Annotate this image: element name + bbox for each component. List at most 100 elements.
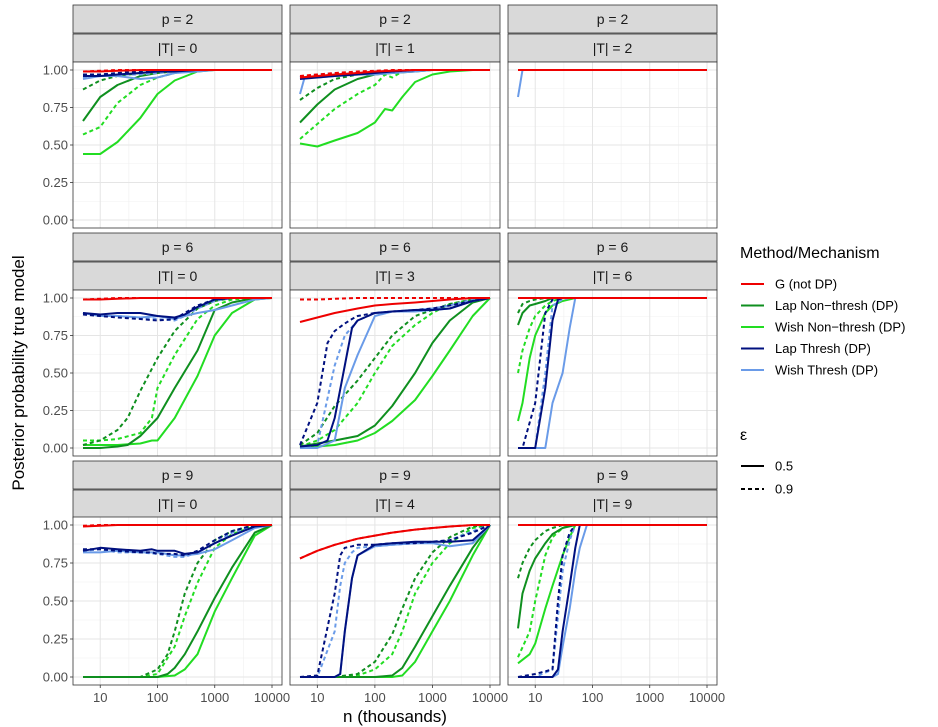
strip-p <box>72 232 283 262</box>
strip-t <box>507 489 718 519</box>
series-line-LapNT-e05 <box>299 297 491 448</box>
y-tick-label: 0.50 <box>43 594 68 609</box>
facet-panel: p = 2 |T| = 2 <box>507 4 718 229</box>
panel-border <box>289 61 501 229</box>
series-line-LapT-e09 <box>299 524 491 678</box>
x-tick-label: 100 <box>147 690 169 705</box>
y-tick-label: 0.50 <box>43 138 68 153</box>
strip-p <box>72 460 283 490</box>
series-line-LapNT-e09 <box>517 524 707 579</box>
facet-panel: p = 2 |T| = 0 0.00 0.25 0.50 0.75 1.00 <box>43 4 283 229</box>
x-tick-label: 1000 <box>635 690 664 705</box>
x-tick-label: 100 <box>364 690 386 705</box>
series-line-WishNT-e09 <box>83 297 272 442</box>
strip-t-label: |T| = 0 <box>158 268 198 284</box>
legend-label: Lap Non−thresh (DP) <box>775 298 898 313</box>
series-line-LapT-e09 <box>83 524 272 557</box>
series-line-G-e05 <box>83 297 272 301</box>
facet-panel: p = 6 |T| = 0 0.00 0.25 0.50 0.75 1.00 <box>43 232 283 457</box>
strip-p <box>289 4 501 34</box>
strip-p-label: p = 2 <box>597 11 629 27</box>
strip-p <box>289 460 501 490</box>
y-tick-label: 0.00 <box>43 213 68 228</box>
series-line-WishT-e05 <box>82 297 273 320</box>
y-tick-label: 1.00 <box>43 291 68 306</box>
series-line-LapT-e05 <box>299 297 491 448</box>
facet-panel: p = 6 |T| = 3 <box>289 232 501 457</box>
series-line-LapT-e05 <box>300 524 491 678</box>
x-tick-label: 1000 <box>418 690 447 705</box>
strip-t-label: |T| = 4 <box>375 496 415 512</box>
series-line-WishNT-e05 <box>299 69 490 148</box>
panel-border <box>507 289 718 457</box>
strip-t-label: |T| = 0 <box>158 496 198 512</box>
y-tick-label: 0.50 <box>43 366 68 381</box>
strip-p <box>507 460 718 490</box>
strip-p-label: p = 6 <box>379 239 411 255</box>
strip-p-label: p = 2 <box>162 11 194 27</box>
x-tick-label: 10 <box>310 690 324 705</box>
series-line-G-e05 <box>299 297 490 323</box>
y-tick-label: 0.25 <box>43 175 68 190</box>
strip-t-label: |T| = 1 <box>375 40 415 56</box>
legend-eps-label: 0.5 <box>775 459 793 474</box>
strip-p <box>72 4 283 34</box>
panel-border <box>289 516 501 686</box>
y-tick-label: 0.25 <box>43 403 68 418</box>
series-line-WishNT-e05 <box>299 297 491 449</box>
facet-panel: p = 9 |T| = 0 0.00 0.25 0.50 0.75 1.00 10 100 100… <box>43 460 290 705</box>
series-line-G-e05 <box>299 524 490 560</box>
x-tick-label: 100 <box>582 690 604 705</box>
strip-p-label: p = 9 <box>379 467 411 483</box>
series-line-LapNT-e05 <box>83 297 272 449</box>
strip-t <box>72 33 283 63</box>
series-line-WishNT-e05 <box>83 297 273 446</box>
series-line-G-e05 <box>83 69 272 73</box>
strip-p-label: p = 6 <box>162 239 194 255</box>
strip-t-label: |T| = 3 <box>375 268 415 284</box>
strip-t <box>289 489 501 519</box>
legend-title: Method/Mechanism <box>740 245 880 262</box>
strip-t-label: |T| = 9 <box>593 496 633 512</box>
strip-p-label: p = 6 <box>597 239 629 255</box>
series-line-WishT-e09 <box>300 524 491 678</box>
legend-label: Wish Non−thresh (DP) <box>775 320 905 335</box>
strip-p-label: p = 9 <box>597 467 629 483</box>
x-tick-label: 10 <box>528 690 542 705</box>
series-line-LapT-e05 <box>82 524 273 555</box>
series-line-LapNT-e05 <box>83 524 273 678</box>
strip-t <box>507 261 718 291</box>
y-axis-title: Posterior probability true model <box>9 255 28 490</box>
strip-p <box>507 4 718 34</box>
strip-t <box>289 33 501 63</box>
panel-border <box>507 516 718 686</box>
facet-panel: p = 9 |T| = 4 10 100 1000 10000 <box>289 460 508 705</box>
x-tick-label: 10000 <box>689 690 725 705</box>
facet-panel: p = 9 |T| = 9 10 100 1000 10000 <box>507 460 725 705</box>
series-line-LapT-e09 <box>299 297 491 446</box>
y-tick-label: 0.00 <box>43 441 68 456</box>
y-tick-label: 0.25 <box>43 632 68 647</box>
legend-eps-label: 0.9 <box>775 482 793 497</box>
x-axis-title: n (thousands) <box>343 707 447 726</box>
y-tick-label: 1.00 <box>43 63 68 78</box>
legend-label: Lap Thresh (DP) <box>775 341 871 356</box>
facet-panel: p = 2 |T| = 1 <box>289 4 501 229</box>
series-line-WishNT-e09 <box>299 69 490 140</box>
strip-t-label: |T| = 0 <box>158 40 198 56</box>
strip-t <box>507 33 718 63</box>
series-line-G-e05 <box>82 524 272 528</box>
strip-p <box>289 232 501 262</box>
y-tick-label: 0.00 <box>43 670 68 685</box>
y-tick-label: 1.00 <box>43 518 68 533</box>
strip-p-label: p = 9 <box>162 467 194 483</box>
facet-panel: p = 6 |T| = 6 <box>507 232 718 457</box>
strip-t-label: |T| = 2 <box>593 40 633 56</box>
x-tick-label: 10 <box>93 690 107 705</box>
strip-t <box>72 261 283 291</box>
panel-border <box>507 61 718 229</box>
x-tick-label: 1000 <box>200 690 229 705</box>
strip-t <box>72 489 283 519</box>
series-line-LapT-e09 <box>517 524 707 678</box>
